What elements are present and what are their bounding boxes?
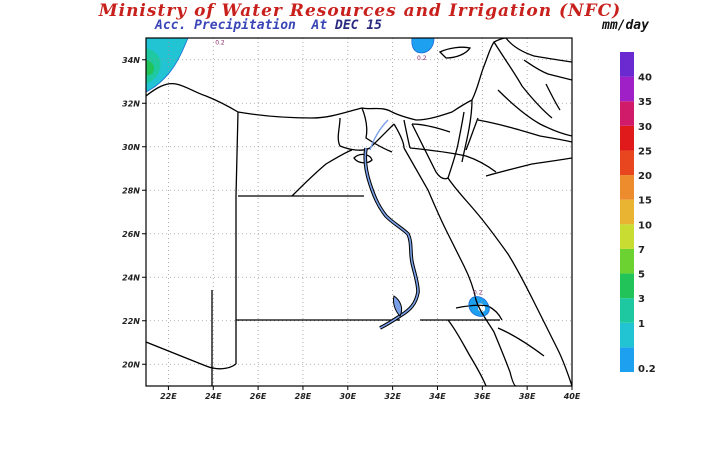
colorbar-label: 35 <box>638 97 652 108</box>
colorbar-label: 3 <box>638 294 645 305</box>
border-sudan-eritrea <box>497 327 545 357</box>
border-halaib <box>455 304 503 321</box>
contour-med <box>411 38 435 54</box>
border-libya-sudan <box>146 341 237 370</box>
lat-tick-label: 32N <box>122 99 140 108</box>
coast-sinai <box>411 111 465 180</box>
region-delta-2 <box>361 107 393 153</box>
nile-delta-branch <box>369 119 389 151</box>
lat-tick-label: 30N <box>122 143 140 152</box>
units-label: mm/day <box>602 18 649 33</box>
colorbar-swatch <box>620 224 634 249</box>
map-title: Ministry of Water Resources and Irrigati… <box>98 1 622 21</box>
colorbar-label: 15 <box>638 196 652 207</box>
colorbar-swatch <box>620 150 634 176</box>
lat-tick-label: 20N <box>122 360 140 369</box>
contour-label: 0.2 <box>215 40 225 47</box>
region-west-1 <box>291 149 353 197</box>
contour-nw <box>146 38 189 93</box>
coast-cyprus <box>438 46 472 59</box>
axis-ticks: 22E 24E 26E 28E 30E 32E 34E 36E 38E 40E 20N 22N 24N 2… <box>122 56 581 401</box>
colorbar-label: 7 <box>638 245 645 256</box>
subtitle-label: Acc. Precipitation <box>155 18 296 33</box>
contour-redsea <box>468 296 490 317</box>
coastlines <box>146 38 572 386</box>
region-delta-3 <box>393 123 405 149</box>
colorbar-label: 40 <box>638 73 652 84</box>
border-sudan-inner <box>447 319 487 386</box>
contour-labels: 0.2 0.2 0.2 <box>215 40 483 297</box>
colorbar-swatch <box>620 101 634 126</box>
border-arabia-5 <box>523 59 572 81</box>
coast-libya <box>146 82 239 113</box>
region-canal <box>403 119 411 149</box>
lat-tick-label: 28N <box>122 186 140 195</box>
colorbar-swatch <box>620 175 634 200</box>
precip-area-nw <box>146 38 188 92</box>
map-frame <box>145 37 573 387</box>
colorbar-label: 1 <box>638 319 645 330</box>
coast-egypt-north <box>237 99 473 121</box>
coast-levant <box>471 38 507 101</box>
colorbar-swatch <box>620 347 634 372</box>
border-libya-egypt <box>235 111 239 364</box>
colorbar-swatch <box>620 76 634 102</box>
region-fayoum <box>353 153 373 164</box>
nile-river <box>363 119 420 330</box>
border-arabia-3 <box>493 41 553 119</box>
lon-tick-label: 38E <box>519 392 536 401</box>
colorbar-swatch <box>620 298 634 323</box>
colorbar-swatch <box>620 273 634 299</box>
colorbar-swatch <box>620 248 634 274</box>
colorbar-label: 20 <box>638 171 652 182</box>
precip-area-med <box>411 38 434 53</box>
map-subtitle: Acc. Precipitation At DEC 15 <box>155 18 382 33</box>
colorbar-label: 5 <box>638 270 645 281</box>
map-grid <box>146 38 573 386</box>
border-arabia-7 <box>409 147 497 173</box>
contour-label: 0.2 <box>473 290 483 297</box>
lon-tick-label: 34E <box>429 392 446 401</box>
lon-tick-label: 36E <box>474 392 491 401</box>
colorbar-label: 30 <box>638 122 652 133</box>
nile-river-water <box>364 147 419 329</box>
lon-tick-label: 30E <box>339 392 356 401</box>
subtitle-at: At <box>311 18 328 33</box>
contour-lines <box>146 38 490 317</box>
colorbar-swatch <box>620 125 634 151</box>
lon-tick-label: 40E <box>563 392 581 401</box>
lon-tick-label: 32E <box>384 392 401 401</box>
lon-tick-label: 24E <box>205 392 222 401</box>
lon-tick-label: 28E <box>295 392 312 401</box>
colorbar-swatch <box>620 322 634 348</box>
lat-tick-label: 26N <box>122 230 140 239</box>
lon-tick-label: 26E <box>250 392 267 401</box>
nile-lake <box>393 295 403 317</box>
border-arabia-2 <box>497 89 572 137</box>
border-arabia-6 <box>485 157 572 177</box>
coast-aqaba <box>447 177 572 386</box>
region-delta <box>337 117 395 151</box>
coast-gulf-suez <box>403 147 517 386</box>
colorbar-label: 0.2 <box>638 364 656 375</box>
subtitle-date: DEC 15 <box>335 18 382 33</box>
border-arabia-4 <box>545 83 561 111</box>
region-sinai-inner <box>411 123 451 133</box>
lat-tick-label: 24N <box>122 273 140 282</box>
lat-tick-label: 22N <box>122 317 140 326</box>
colorbar-label: 25 <box>638 146 652 157</box>
border-israel <box>461 99 473 163</box>
contour-label: 0.2 <box>417 55 427 62</box>
border-israel-2 <box>465 117 479 151</box>
colorbar-swatch <box>620 52 634 77</box>
lon-tick-label: 22E <box>160 392 177 401</box>
lat-tick-label: 34N <box>122 56 140 65</box>
border-turkey <box>505 38 572 63</box>
colorbar-swatch <box>620 199 634 225</box>
border-arabia-1 <box>477 119 572 143</box>
colorbar-label: 10 <box>638 220 652 231</box>
precip-area-nw-core <box>146 60 154 76</box>
